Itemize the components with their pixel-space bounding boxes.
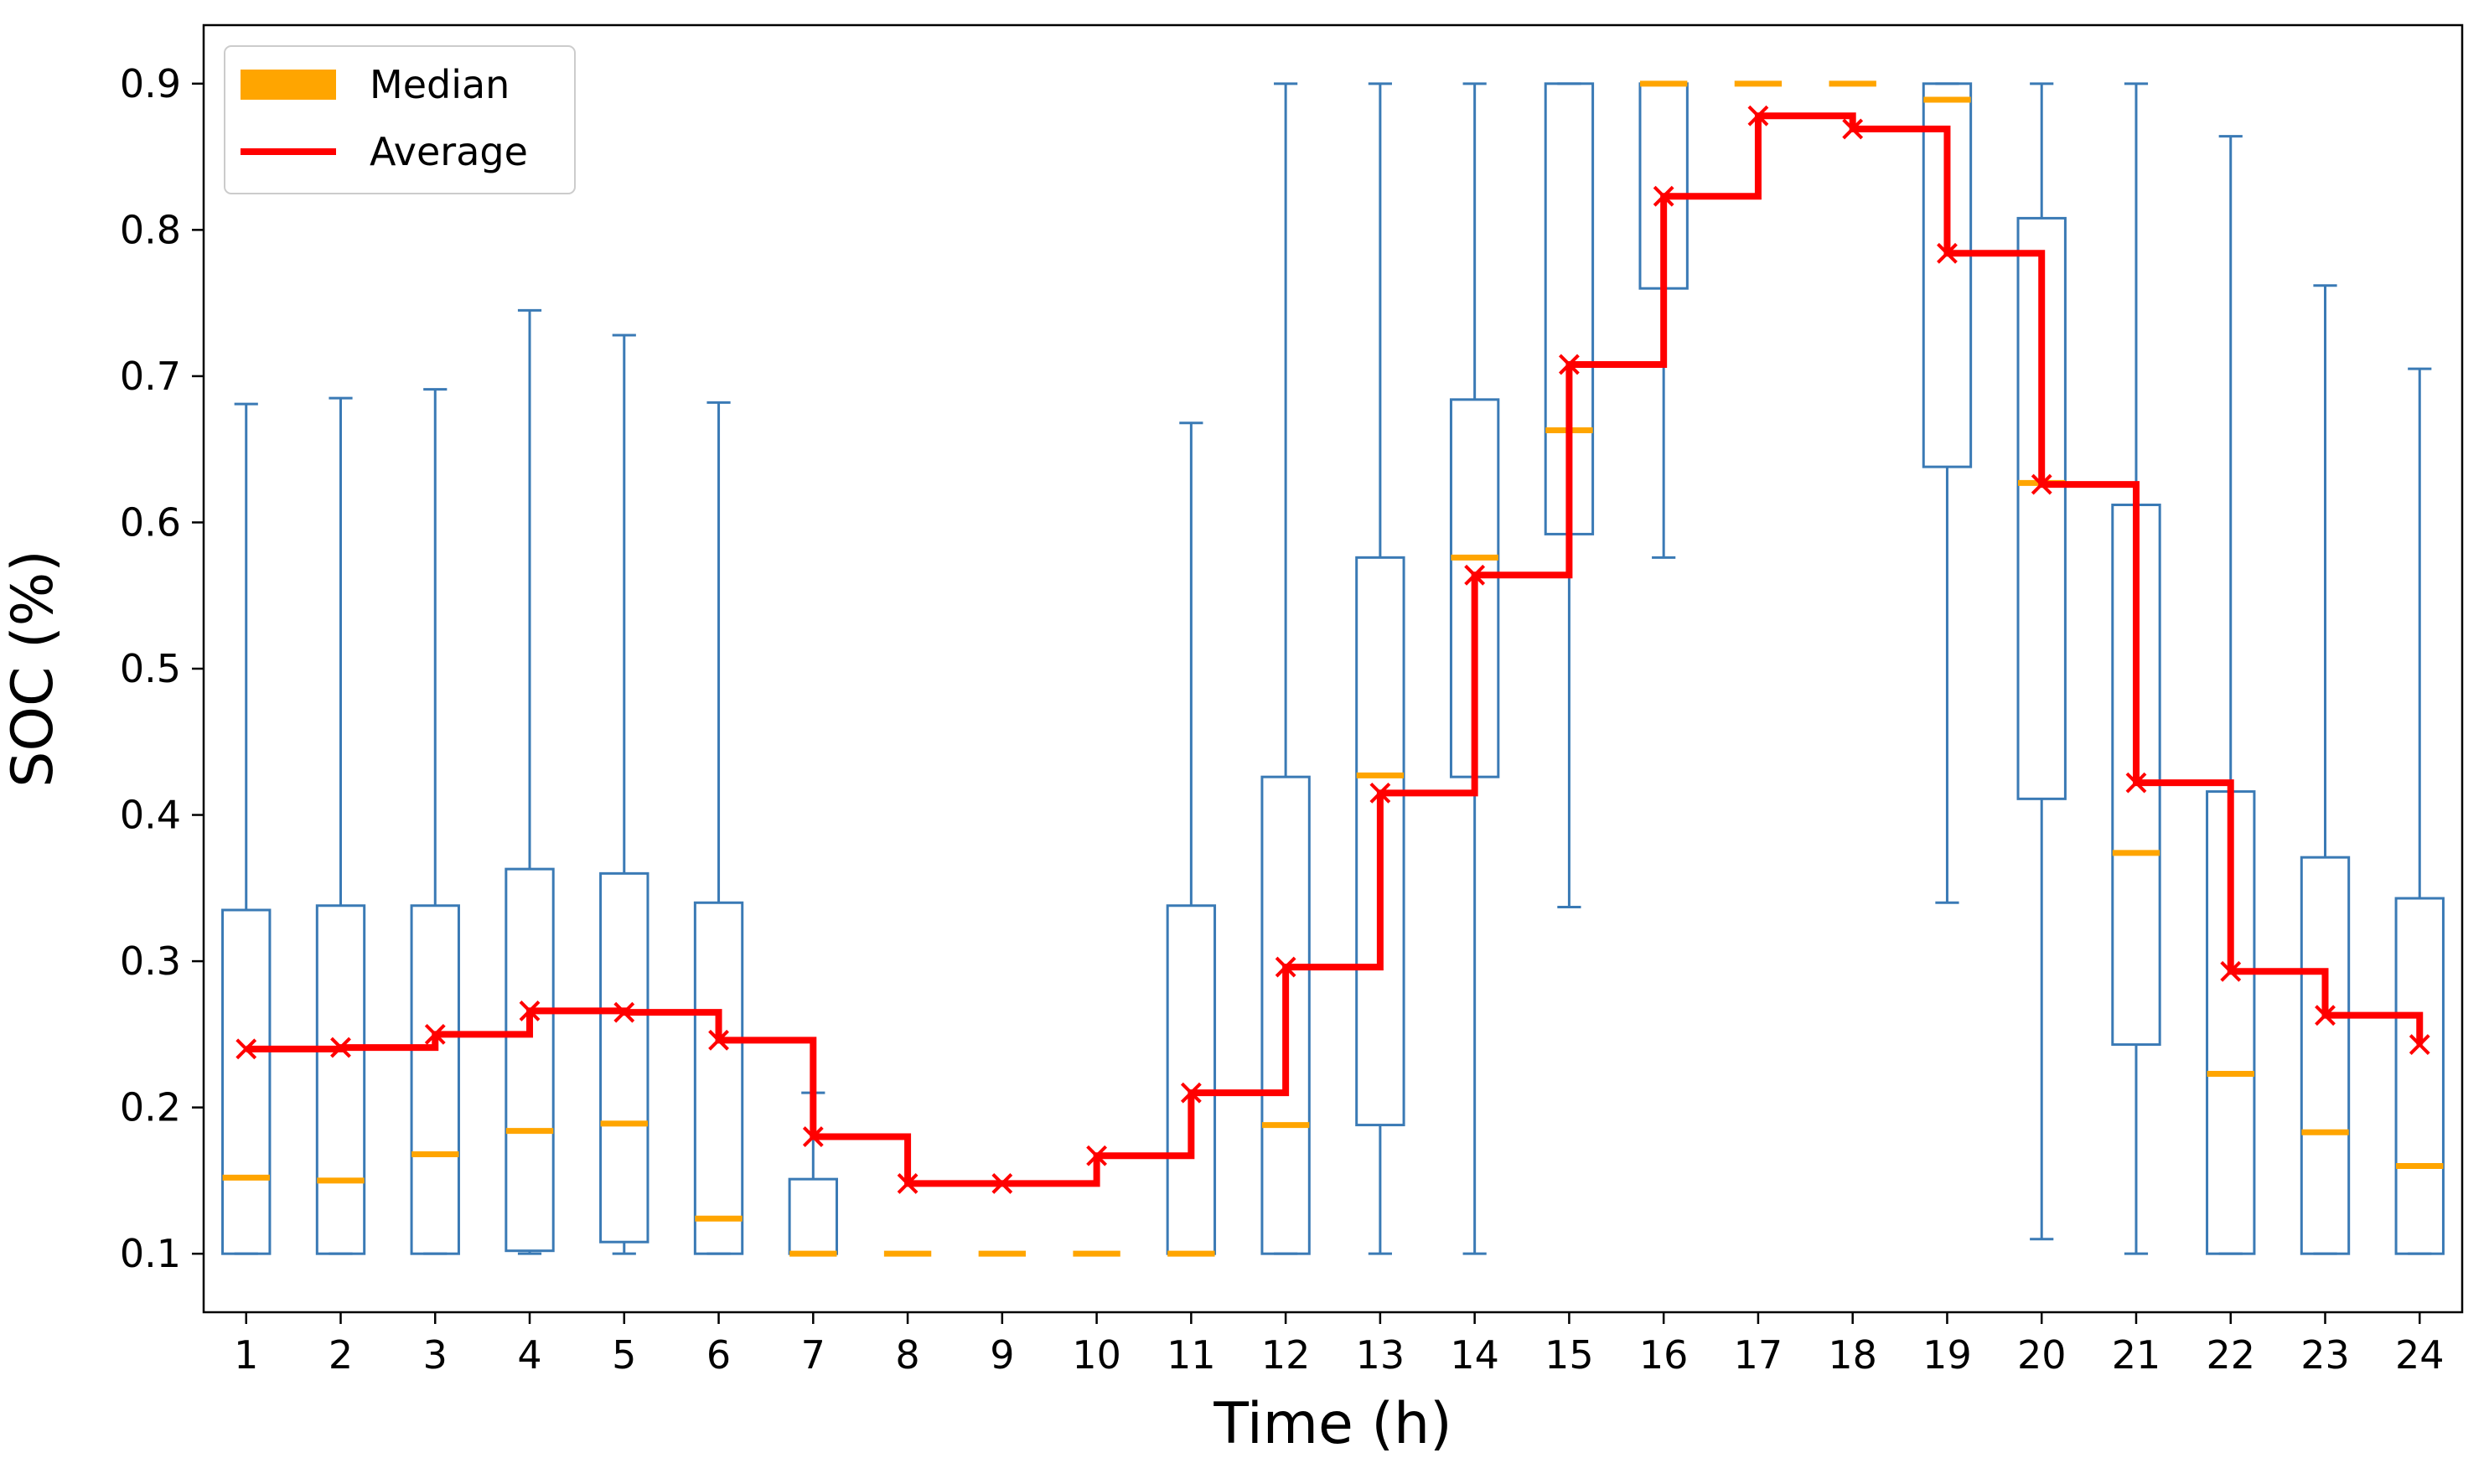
box-iqr-hour-5: [599, 871, 649, 1244]
y-tick-label-0.6: 0.6: [120, 499, 181, 545]
average-marker-hour-6: [708, 1029, 729, 1051]
average-marker-hour-19: [1937, 242, 1958, 264]
y-axis-title: SOC (%): [0, 550, 66, 787]
box-hour-23: [2300, 284, 2351, 1255]
average-marker-hour-21: [2125, 772, 2147, 794]
x-axis-title: Time (h): [1213, 1391, 1451, 1457]
average-marker-hour-17: [1747, 105, 1769, 127]
box-hour-19: [1922, 82, 1973, 904]
legend: Median Average: [224, 45, 576, 194]
average-marker-hour-12: [1275, 956, 1296, 978]
box-hour-4: [505, 308, 555, 1255]
x-tick-label-23: 23: [2300, 1332, 2350, 1378]
x-tick-label-18: 18: [1828, 1332, 1877, 1378]
average-marker-hour-22: [2220, 960, 2242, 982]
y-tick-label-0.4: 0.4: [120, 793, 181, 838]
y-tick-label-0.1: 0.1: [120, 1231, 181, 1276]
x-tick-label-19: 19: [1922, 1332, 1972, 1378]
legend-average-label: Average: [370, 129, 528, 174]
box-iqr-hour-23: [2300, 856, 2351, 1255]
box-hour-2: [315, 396, 366, 1255]
box-hour-6: [693, 401, 744, 1255]
y-tick-label-0.3: 0.3: [120, 938, 181, 984]
average-layer: [235, 105, 2430, 1194]
average-marker-hour-7: [802, 1126, 824, 1147]
average-marker-hour-11: [1180, 1082, 1202, 1104]
box-iqr-hour-3: [410, 904, 460, 1255]
box-iqr-hour-2: [315, 904, 366, 1255]
y-tick-label-0.7: 0.7: [120, 354, 181, 399]
box-hour-3: [410, 388, 460, 1255]
average-marker-hour-9: [991, 1172, 1013, 1194]
x-tick-label-1: 1: [234, 1332, 258, 1378]
x-axis: 1 2 3 4 5 6 7 8 9 10 11 12 13 14 15 16 17 18 19 20 21 22 23 24: [234, 1312, 2445, 1378]
box-iqr-hour-20: [2016, 216, 2067, 800]
box-iqr-hour-24: [2394, 897, 2445, 1255]
average-marker-hour-24: [2409, 1034, 2430, 1055]
y-axis: 0.1 0.2 0.3 0.4 0.5 0.6 0.7 0.8 0.9: [120, 61, 204, 1276]
average-marker-hour-1: [235, 1038, 257, 1060]
x-tick-label-6: 6: [706, 1332, 731, 1378]
average-marker-hour-18: [1842, 118, 1864, 140]
x-tick-label-15: 15: [1545, 1332, 1594, 1378]
average-marker-hour-8: [897, 1172, 918, 1194]
box-hour-20: [2016, 82, 2067, 1241]
box-hour-13: [1355, 82, 1405, 1255]
x-tick-label-3: 3: [423, 1332, 448, 1378]
box-iqr-hour-1: [221, 908, 272, 1255]
x-tick-label-4: 4: [517, 1332, 541, 1378]
x-tick-label-9: 9: [990, 1332, 1014, 1378]
average-marker-hour-15: [1558, 354, 1580, 375]
x-tick-label-17: 17: [1734, 1332, 1783, 1378]
y-tick-label-0.8: 0.8: [120, 207, 181, 252]
average-marker-hour-2: [330, 1037, 351, 1058]
x-tick-label-13: 13: [1356, 1332, 1405, 1378]
x-tick-label-24: 24: [2395, 1332, 2445, 1378]
average-marker-hour-16: [1653, 185, 1674, 207]
average-marker-hour-14: [1464, 564, 1486, 586]
y-tick-label-0.5: 0.5: [120, 646, 181, 691]
median-layer: [222, 80, 2444, 1257]
x-tick-label-2: 2: [329, 1332, 353, 1378]
y-tick-label-0.2: 0.2: [120, 1085, 181, 1130]
x-tick-label-12: 12: [1261, 1332, 1311, 1378]
box-hour-24: [2394, 367, 2445, 1255]
average-marker-hour-20: [2031, 473, 2052, 495]
box-iqr-hour-19: [1922, 82, 1973, 468]
box-layer: [221, 82, 2445, 1255]
x-tick-label-8: 8: [895, 1332, 919, 1378]
x-tick-label-16: 16: [1639, 1332, 1689, 1378]
average-marker-hour-13: [1369, 782, 1391, 804]
y-tick-label-0.9: 0.9: [120, 61, 181, 106]
average-marker-hour-3: [424, 1023, 446, 1045]
average-marker-hour-5: [613, 1001, 635, 1023]
legend-median-swatch: [241, 70, 336, 100]
x-tick-label-20: 20: [2017, 1332, 2067, 1378]
x-tick-label-14: 14: [1450, 1332, 1499, 1378]
box-iqr-hour-13: [1355, 556, 1405, 1127]
box-hour-5: [599, 334, 649, 1255]
box-iqr-hour-6: [693, 901, 744, 1255]
x-tick-label-21: 21: [2112, 1332, 2161, 1378]
average-marker-hour-10: [1086, 1145, 1108, 1166]
x-tick-label-11: 11: [1167, 1332, 1216, 1378]
average-marker-hour-4: [519, 1001, 541, 1021]
x-tick-label-7: 7: [801, 1332, 825, 1378]
x-tick-label-5: 5: [612, 1332, 636, 1378]
average-marker-hour-23: [2315, 1005, 2336, 1026]
box-hour-1: [221, 402, 272, 1255]
box-iqr-hour-4: [505, 867, 555, 1253]
legend-median-label: Median: [370, 62, 510, 107]
box-iqr-hour-12: [1260, 775, 1311, 1255]
x-tick-label-22: 22: [2206, 1332, 2255, 1378]
box-hour-12: [1260, 82, 1311, 1255]
x-tick-label-10: 10: [1072, 1332, 1121, 1378]
